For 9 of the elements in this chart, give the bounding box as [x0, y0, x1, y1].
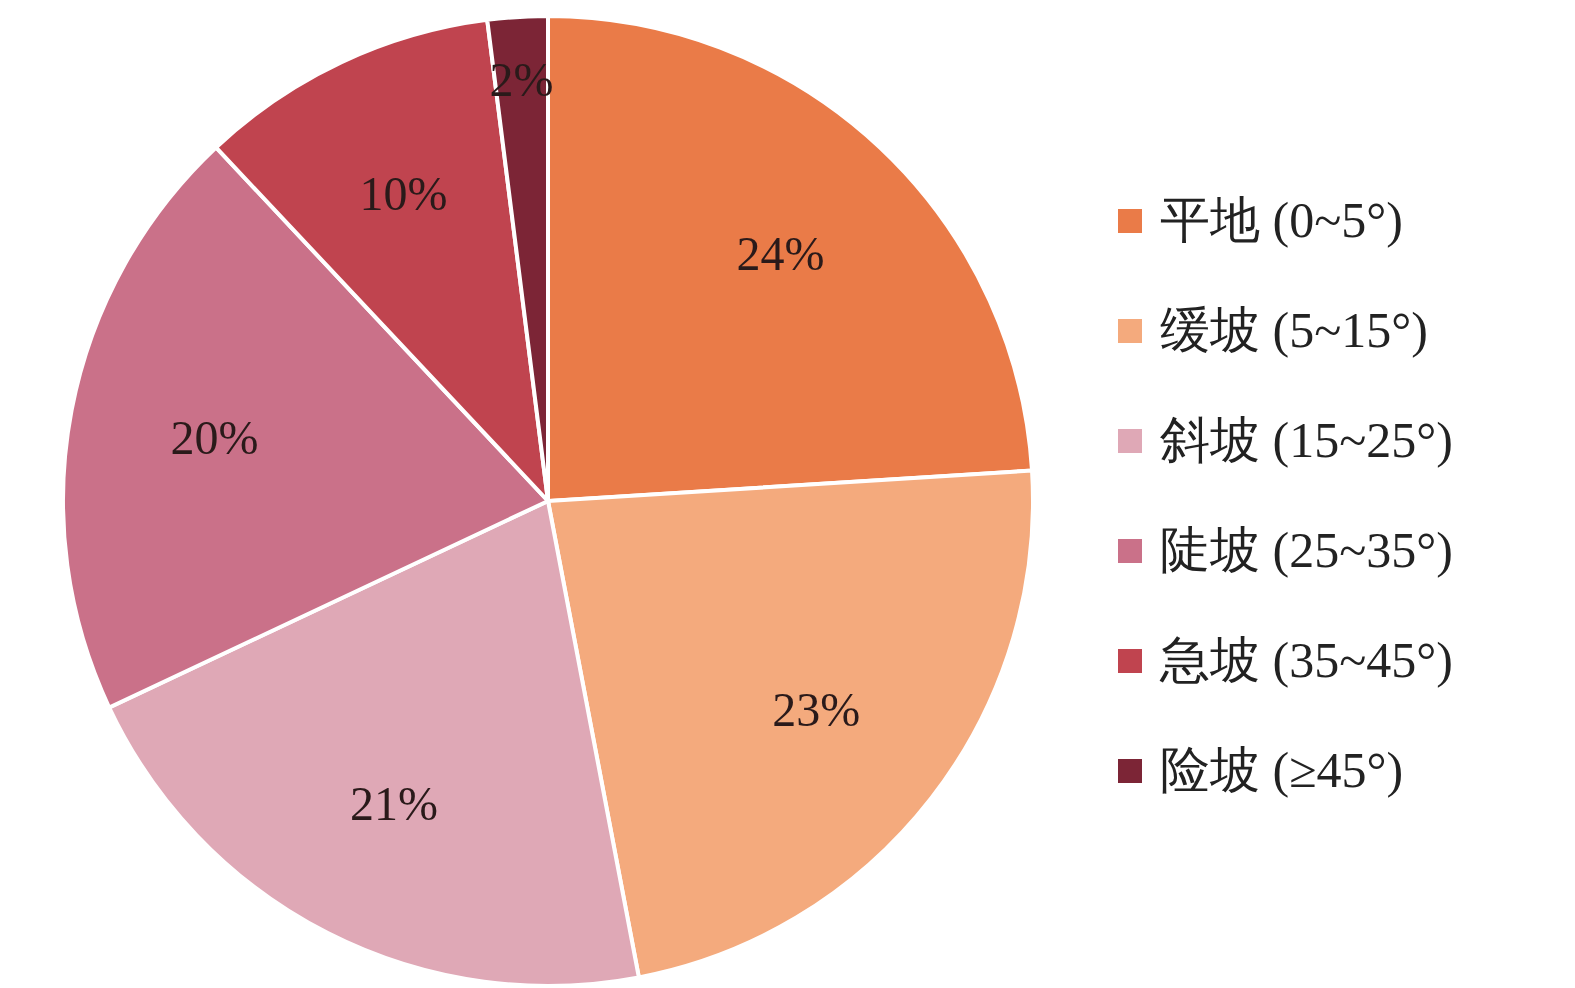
- legend-label: 急坡 (35~45°): [1160, 631, 1453, 690]
- legend-label: 缓坡 (5~15°): [1160, 301, 1428, 360]
- data-label: 21%: [349, 776, 438, 830]
- data-label: 24%: [736, 226, 825, 280]
- legend-label: 陡坡 (25~35°): [1160, 521, 1453, 580]
- data-label: 23%: [772, 682, 861, 736]
- legend-label: 斜坡 (15~25°): [1160, 411, 1453, 470]
- legend-label: 险坡 (≥45°): [1160, 741, 1404, 800]
- legend-label: 平地 (0~5°): [1160, 191, 1403, 250]
